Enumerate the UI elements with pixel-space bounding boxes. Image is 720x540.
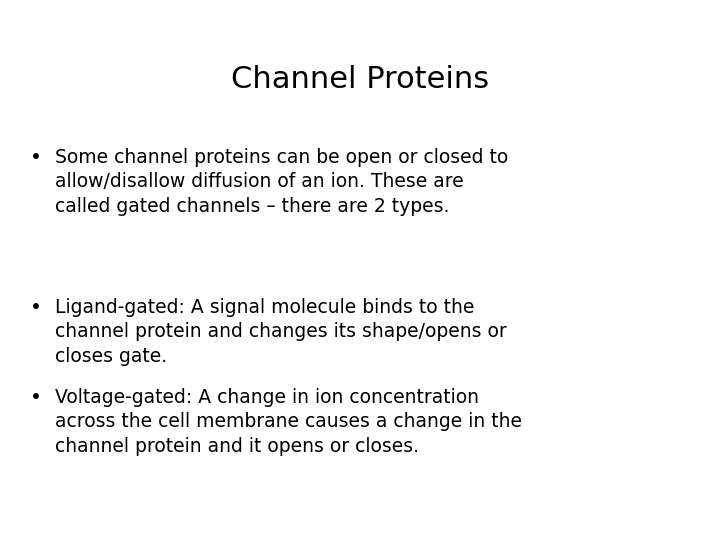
- Text: •: •: [30, 148, 42, 167]
- Text: •: •: [30, 298, 42, 317]
- Text: Channel Proteins: Channel Proteins: [231, 65, 489, 94]
- Text: Some channel proteins can be open or closed to
allow/disallow diffusion of an io: Some channel proteins can be open or clo…: [55, 148, 508, 215]
- Text: •: •: [30, 388, 42, 407]
- Text: Ligand-gated: A signal molecule binds to the
channel protein and changes its sha: Ligand-gated: A signal molecule binds to…: [55, 298, 507, 366]
- Text: Voltage-gated: A change in ion concentration
across the cell membrane causes a c: Voltage-gated: A change in ion concentra…: [55, 388, 522, 456]
